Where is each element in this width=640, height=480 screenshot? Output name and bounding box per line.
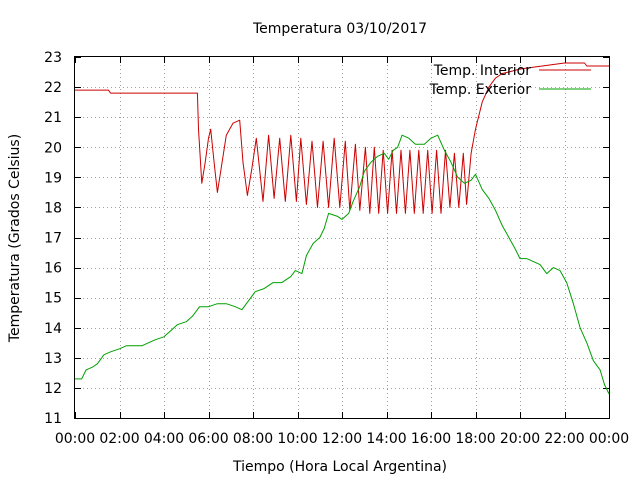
y-tick-label: 23 [44, 50, 62, 66]
y-tick-label: 22 [44, 80, 62, 96]
y-tick-label: 20 [44, 140, 62, 156]
x-tick-labels: 00:00 02:00 04:00 06:00 08:00 10:00 12:00 14:00… [55, 431, 629, 447]
series-lines [75, 62, 610, 395]
x-tick-label: 18:00 [455, 431, 495, 447]
y-tick-label: 16 [44, 261, 62, 277]
series-line-1 [75, 134, 610, 395]
x-tick-label: 00:00 [55, 431, 95, 447]
x-tick-label: 10:00 [277, 431, 317, 447]
legend-label-interior: Temp. Interior [433, 63, 532, 79]
chart-title: Temperatura 03/10/2017 [252, 21, 427, 37]
y-tick-label: 17 [44, 231, 62, 247]
x-tick-label: 16:00 [411, 431, 451, 447]
axis-ticks [75, 57, 610, 419]
series-line-0 [75, 62, 609, 214]
x-tick-label: 08:00 [233, 431, 273, 447]
x-tick-label: 20:00 [500, 431, 540, 447]
x-tick-label: 04:00 [144, 431, 184, 447]
y-tick-label: 12 [44, 381, 62, 397]
x-tick-label: 02:00 [99, 431, 139, 447]
plot-frame [74, 56, 610, 419]
x-tick-label: 06:00 [188, 431, 228, 447]
legend-label-exterior: Temp. Exterior [429, 82, 532, 98]
x-tick-label: 22:00 [544, 431, 584, 447]
x-tick-label: 00:00 [589, 431, 629, 447]
y-tick-label: 11 [44, 411, 62, 427]
y-tick-labels: 11 12 13 14 15 16 17 18 19 20 21 22 23 [44, 50, 62, 427]
x-axis-label: Tiempo (Hora Local Argentina) [232, 459, 447, 475]
y-axis-label: Temperatura (Grados Celsius) [7, 134, 23, 343]
grid-lines [75, 57, 609, 418]
y-tick-label: 19 [44, 170, 62, 186]
x-tick-label: 12:00 [322, 431, 362, 447]
y-tick-label: 13 [44, 351, 62, 367]
y-tick-label: 15 [44, 291, 62, 307]
y-tick-label: 18 [44, 200, 62, 216]
y-tick-label: 14 [44, 321, 62, 337]
y-tick-label: 21 [44, 110, 62, 126]
x-tick-label: 14:00 [366, 431, 406, 447]
legend: Temp. Interior Temp. Exterior [429, 63, 591, 98]
